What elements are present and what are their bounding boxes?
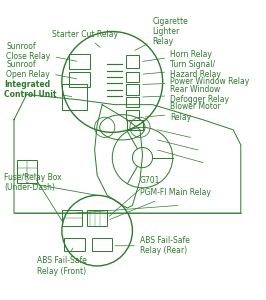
Text: Blower Motor
Relay: Blower Motor Relay — [145, 103, 221, 122]
Bar — [62, 85, 87, 110]
Text: Turn Signal/
Hazard Relay: Turn Signal/ Hazard Relay — [143, 60, 221, 79]
Text: Fuse/Relay Box
(Under-Dash): Fuse/Relay Box (Under-Dash) — [4, 170, 61, 193]
Text: Rear Window
Defogger Relay: Rear Window Defogger Relay — [143, 85, 229, 104]
Text: Sunroof
Close Relay: Sunroof Close Relay — [6, 42, 77, 62]
Text: PGM-FI Main Relay: PGM-FI Main Relay — [110, 188, 211, 220]
Text: Integrated
Control Unit: Integrated Control Unit — [4, 80, 72, 99]
Text: Cigarette
Lighter
Relay: Cigarette Lighter Relay — [135, 17, 188, 50]
Bar — [126, 72, 139, 82]
Text: Sunroof
Open Relay: Sunroof Open Relay — [6, 60, 77, 79]
Text: Starter Cut Relay: Starter Cut Relay — [52, 30, 118, 47]
Text: G701: G701 — [109, 176, 160, 216]
Bar — [69, 54, 90, 69]
Text: Horn Relay: Horn Relay — [143, 50, 212, 62]
Bar — [16, 160, 37, 183]
Bar — [126, 56, 139, 68]
Bar — [92, 238, 112, 251]
Bar — [69, 72, 90, 87]
Bar — [64, 238, 85, 251]
Text: Power Window Relay: Power Window Relay — [143, 77, 250, 86]
Text: ABS Fail-Safe
Relay (Rear): ABS Fail-Safe Relay (Rear) — [115, 236, 190, 256]
Bar — [62, 211, 82, 226]
Bar — [127, 120, 143, 130]
Bar — [87, 211, 107, 226]
Bar — [126, 110, 139, 120]
Text: ABS Fail-Safe
Relay (Front): ABS Fail-Safe Relay (Front) — [37, 248, 86, 276]
Bar — [126, 85, 139, 94]
Bar — [126, 97, 139, 107]
